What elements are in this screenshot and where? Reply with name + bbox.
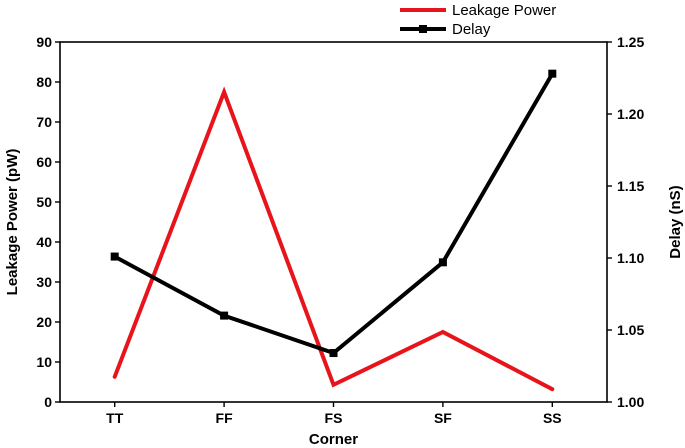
x-tick-label: FS — [325, 410, 343, 426]
left-tick-label: 60 — [36, 154, 52, 170]
right-axis-title: Delay (nS) — [667, 185, 684, 258]
x-tick-label: FF — [216, 410, 234, 426]
left-tick-label: 30 — [36, 274, 52, 290]
data-point-delay — [329, 349, 338, 358]
legend: Leakage Power Delay — [400, 2, 556, 38]
right-tick-label: 1.20 — [617, 106, 644, 122]
right-tick-label: 1.00 — [617, 394, 644, 410]
right-axis-ticks: 1.00 1.05 1.10 1.15 1.20 1.25 — [607, 34, 644, 410]
left-tick-label: 10 — [36, 354, 52, 370]
right-tick-label: 1.25 — [617, 34, 644, 50]
left-tick-label: 90 — [36, 34, 52, 50]
left-tick-label: 80 — [36, 74, 52, 90]
right-tick-label: 1.05 — [617, 322, 644, 338]
x-tick-label: TT — [106, 410, 124, 426]
left-tick-label: 70 — [36, 114, 52, 130]
x-tick-label: SF — [434, 410, 452, 426]
left-axis-ticks: 0 10 20 30 40 50 60 70 80 90 — [36, 34, 60, 410]
plot-area-frame — [59, 41, 608, 403]
data-point-delay — [548, 69, 557, 78]
data-point-delay — [438, 258, 447, 267]
series-line-leakage-power — [112, 86, 555, 392]
left-tick-label: 0 — [44, 394, 52, 410]
right-tick-label: 1.15 — [617, 178, 644, 194]
data-point-delay — [220, 311, 229, 320]
x-axis-title: Corner — [309, 431, 358, 448]
series-line-delay — [112, 71, 555, 356]
left-tick-label: 40 — [36, 234, 52, 250]
left-tick-label: 20 — [36, 314, 52, 330]
left-tick-label: 50 — [36, 194, 52, 210]
right-tick-label: 1.10 — [617, 250, 644, 266]
x-axis-ticks: TT FF FS SF SS — [106, 402, 562, 426]
x-tick-label: SS — [543, 410, 562, 426]
data-point-delay — [110, 252, 119, 261]
legend-label-delay: Delay — [452, 21, 491, 38]
legend-marker-delay — [419, 25, 427, 33]
series-layer — [110, 69, 557, 392]
legend-label-leakage-power: Leakage Power — [452, 2, 556, 19]
left-axis-title: Leakage Power (pW) — [4, 149, 21, 296]
